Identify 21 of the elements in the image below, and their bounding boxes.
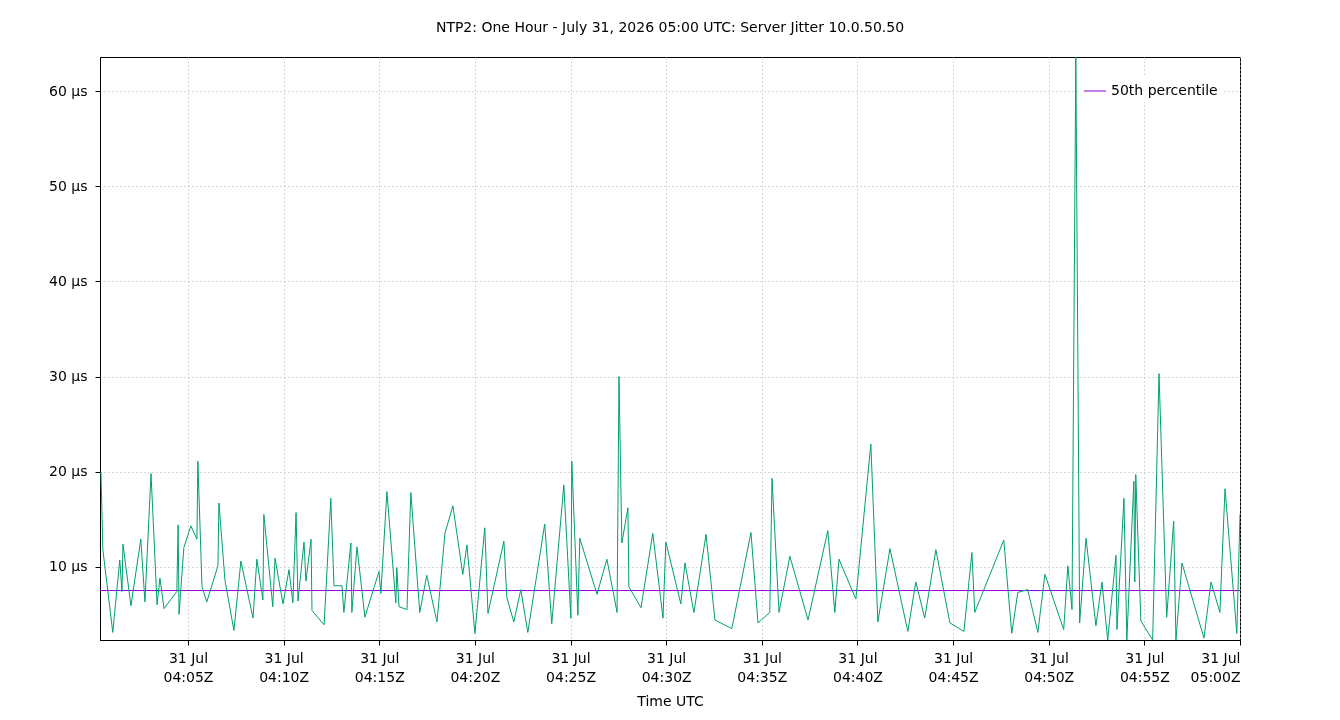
x-tick-label: 31 Jul 04:55Z <box>1119 649 1170 685</box>
x-tick-label: 31 Jul 04:10Z <box>259 649 310 685</box>
x-tick-label: 31 Jul 04:40Z <box>832 649 883 685</box>
y-tick-label: 40 µs <box>49 272 88 289</box>
x-axis-title: Time UTC <box>636 692 704 709</box>
x-tick-label: 31 Jul 05:00Z <box>1190 649 1241 685</box>
x-tick-label: 31 Jul 04:15Z <box>354 649 405 685</box>
x-tick-label: 31 Jul 04:25Z <box>546 649 597 685</box>
legend-label: 50th percentile <box>1111 82 1218 98</box>
x-tick-label: 31 Jul 04:20Z <box>450 649 501 685</box>
x-tick-label: 31 Jul 04:05Z <box>163 649 214 685</box>
chart-title: NTP2: One Hour - July 31, 2026 05:00 UTC: Server Jitter 10.0.50.50 <box>435 19 905 35</box>
y-tick-label: 20 µs <box>49 463 88 480</box>
y-tick-label: 50 µs <box>49 177 88 194</box>
x-tick-label: 31 Jul 04:50Z <box>1024 649 1075 685</box>
y-tick-label: 60 µs <box>49 82 88 99</box>
y-tick-label: 30 µs <box>49 368 88 385</box>
x-tick-label: 31 Jul 04:30Z <box>641 649 692 685</box>
x-tick-label: 31 Jul 04:35Z <box>737 649 788 685</box>
x-tick-label: 31 Jul 04:45Z <box>928 649 979 685</box>
y-tick-label: 10 µs <box>49 558 88 575</box>
